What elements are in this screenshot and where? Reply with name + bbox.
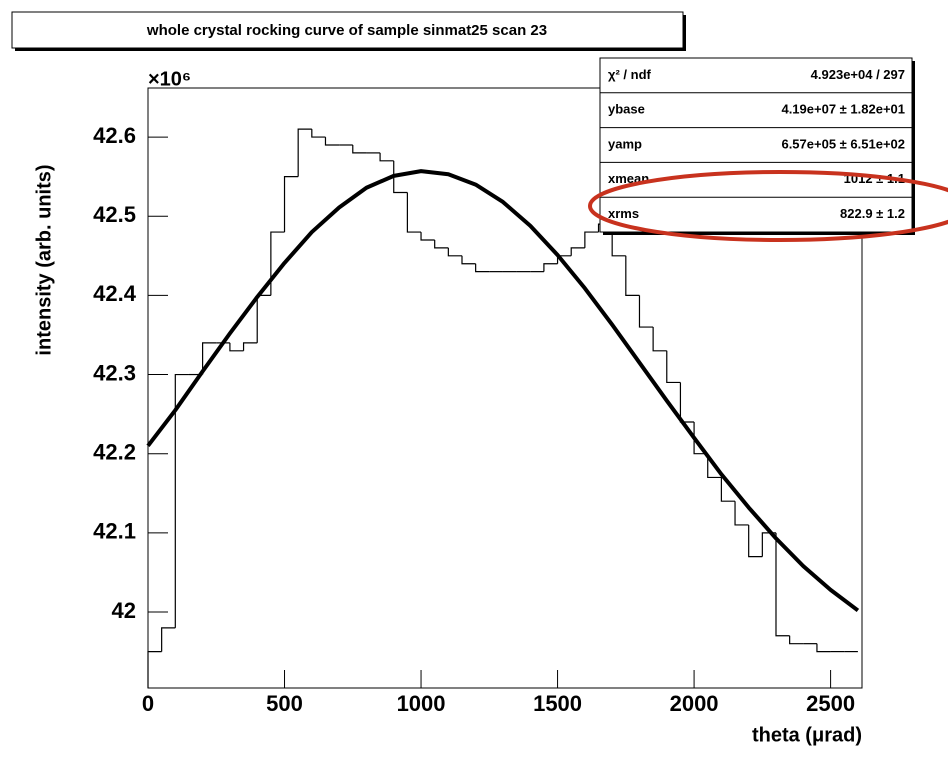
stat-name: χ² / ndf xyxy=(608,67,652,82)
histogram-bin xyxy=(229,342,244,352)
stat-value: 822.9 ± 1.2 xyxy=(840,206,905,221)
x-tick-label: 500 xyxy=(266,691,303,716)
histogram-bin xyxy=(748,524,763,558)
y-tick-label: 42.3 xyxy=(93,360,136,385)
y-tick-label: 42.1 xyxy=(93,519,136,544)
y-tick-label: 42.4 xyxy=(93,281,137,306)
y-tick-label: 42.5 xyxy=(93,202,136,227)
x-tick-label: 1000 xyxy=(397,691,446,716)
stats-box: χ² / ndf 4.923e+04 / 297 ybase 4.19e+07 ± 1… xyxy=(599,57,915,235)
stat-value: 4.19e+07 ± 1.82e+01 xyxy=(781,102,905,117)
histogram-bin xyxy=(393,160,408,194)
chart-title: whole crystal rocking curve of sample si… xyxy=(146,22,547,39)
stat-name: xrms xyxy=(608,206,639,221)
y-exponent-label: ×10⁶ xyxy=(148,68,191,90)
histogram-bin xyxy=(379,152,394,162)
histogram-bin xyxy=(720,477,736,502)
histogram-bin xyxy=(161,627,176,652)
histogram-bin xyxy=(461,255,476,265)
histogram-bin xyxy=(666,350,681,384)
histogram-bin xyxy=(638,295,654,328)
histogram-bin xyxy=(297,128,312,177)
histogram-bin xyxy=(816,643,831,653)
histogram-bin xyxy=(147,650,162,688)
histogram-bin xyxy=(584,231,599,248)
stat-value: 6.57e+05 ± 6.51e+02 xyxy=(781,136,905,151)
x-tick-label: 0 xyxy=(142,691,154,716)
histogram-bin xyxy=(693,422,708,455)
histogram-bin xyxy=(625,255,640,296)
histogram-bin xyxy=(434,239,449,249)
histogram-bin xyxy=(447,247,462,257)
histogram-bin xyxy=(775,532,790,637)
title-box xyxy=(11,11,684,49)
y-tick-label: 42.2 xyxy=(93,440,136,465)
histogram-bin xyxy=(283,176,299,233)
histogram-bin xyxy=(420,232,435,241)
histogram-bin xyxy=(324,137,340,146)
fit-curve xyxy=(146,169,860,613)
histogram-bin xyxy=(789,635,804,645)
stat-name: yamp xyxy=(608,136,642,151)
stats-frame xyxy=(599,57,913,233)
stat-name: ybase xyxy=(608,102,645,117)
y-tick-label: 42 xyxy=(112,598,136,623)
histogram-bin xyxy=(242,342,258,351)
y-tick-label: 42.6 xyxy=(93,123,136,148)
x-tick-label: 2000 xyxy=(670,691,719,716)
histogram-bin xyxy=(652,327,667,352)
x-axis-label: theta (μrad) xyxy=(752,724,862,746)
histogram-bin xyxy=(174,373,189,628)
histogram-bin xyxy=(707,453,722,479)
highlight-ellipse xyxy=(588,170,948,242)
histogram-bin xyxy=(475,263,490,273)
histogram-bin xyxy=(543,263,558,272)
histogram-bin xyxy=(570,247,585,256)
stat-value: 4.923e+04 / 297 xyxy=(811,67,905,82)
histogram-bin xyxy=(406,192,422,233)
x-tick-label: 2500 xyxy=(806,691,855,716)
plot-area: 0 500 1000 1500 2000 2500 42 42.1 42.2 42.3 42.4 42… xyxy=(93,123,860,716)
histogram-bin xyxy=(202,342,217,375)
y-axis-label: intensity (arb. units) xyxy=(33,164,55,355)
histogram-bin xyxy=(352,144,367,154)
histogram-bin xyxy=(311,129,326,138)
x-tick-label: 1500 xyxy=(533,691,582,716)
plot-frame xyxy=(147,87,863,689)
histogram-bin xyxy=(734,501,749,526)
histogram-bin xyxy=(270,231,285,296)
